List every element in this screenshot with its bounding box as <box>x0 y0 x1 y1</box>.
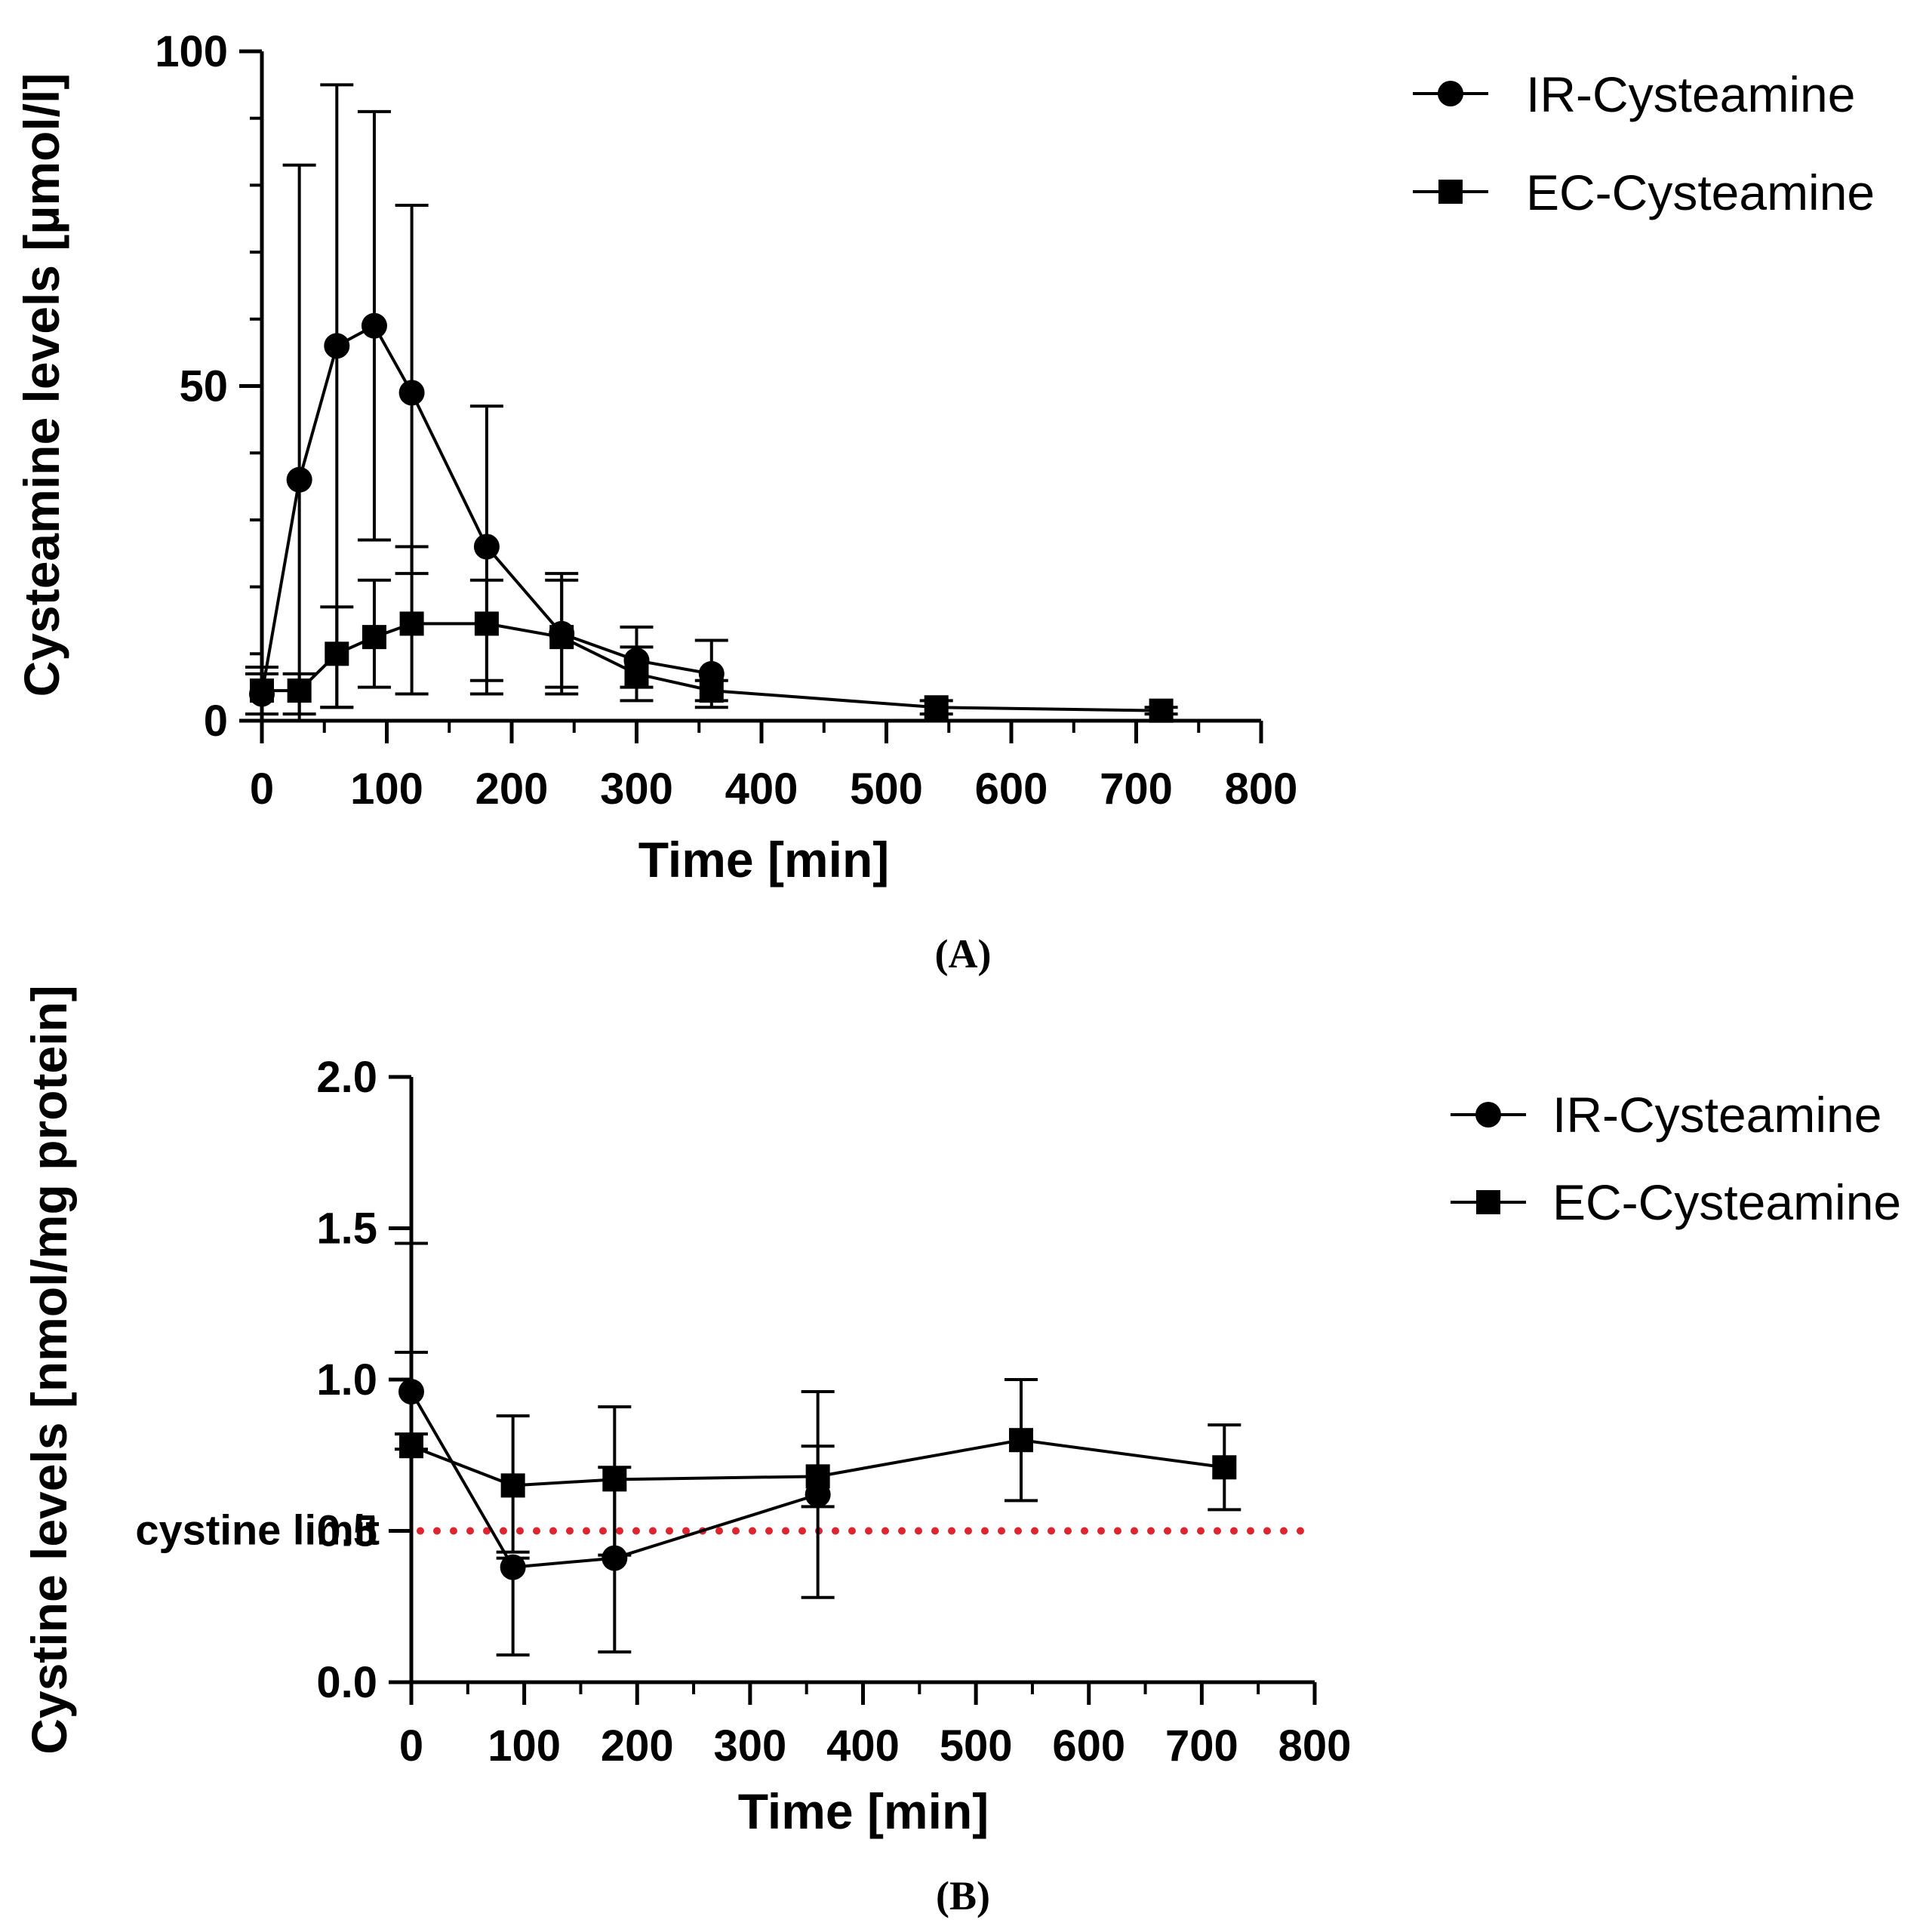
chart-b-x-tick-label: 600 <box>1052 1721 1125 1770</box>
chart-a-x-tick-label: 300 <box>600 764 673 814</box>
chart-b-x-tick-label: 800 <box>1278 1721 1352 1770</box>
chart-a-ec-point <box>549 625 574 650</box>
chart-b-ec-line <box>411 1438 1225 1487</box>
chart-b-axes: 0 100 200 300 400 500 600 700 800 0.0 0.5 1.0 1.5 2.0 <box>316 1053 1351 1770</box>
chart-b-y-tick-label: 2.0 <box>316 1053 377 1102</box>
chart-b-cystine-limit-label: cystine limit <box>135 1506 380 1554</box>
chart-a-y-tick-label: 50 <box>179 362 228 411</box>
chart-b-y-tick-label: 0.5 <box>316 1507 377 1556</box>
chart-a-y-tick-label: 100 <box>155 27 228 76</box>
chart-a-x-tick-label: 800 <box>1225 764 1298 814</box>
legend-b-ec-square-marker <box>1476 1190 1500 1214</box>
chart-b-ec-point <box>399 1434 423 1459</box>
chart-a-panel-label: (A) <box>935 931 992 977</box>
chart-b-x-tick-label: 500 <box>940 1721 1013 1770</box>
chart-a-y-axis-title: Cysteamine levels [µmol/l] <box>14 73 69 697</box>
chart-a-x-tick-label: 400 <box>725 764 798 814</box>
chart-b-y-axis-title: Cystine levels [nmol/mg protein] <box>21 985 77 1755</box>
chart-a-ec-point <box>250 678 274 703</box>
chart-a-axes: 0 100 200 300 400 500 600 700 800 0 50 100 <box>155 27 1297 814</box>
chart-b-panel-label: (B) <box>936 1873 990 1918</box>
chart-a-ec-point <box>624 661 649 686</box>
chart-a-x-tick-label: 0 <box>250 764 274 814</box>
legend-b-ir-label: IR-Cysteamine <box>1552 1087 1881 1143</box>
chart-a-x-tick-label: 600 <box>975 764 1048 814</box>
chart-b-ir-point <box>500 1554 526 1580</box>
chart-b-ir-point <box>601 1545 628 1571</box>
chart-a-ec-point <box>287 678 312 703</box>
chart-b-y-tick-label: 1.5 <box>316 1204 377 1254</box>
chart-a-ec-series <box>245 545 1178 723</box>
legend-a-ir-circle-marker <box>1438 81 1463 106</box>
chart-b-reference: cystine limit <box>135 1506 1318 1554</box>
chart-a-plot-area <box>245 83 1178 723</box>
chart-a-ec-point <box>474 611 499 636</box>
chart-a-ec-point <box>1149 698 1174 723</box>
legend-b-ec-label: EC-Cysteamine <box>1552 1174 1901 1230</box>
chart-a-legend: IR-Cysteamine EC-Cysteamine <box>1413 66 1875 220</box>
legend-a-ec-square-marker <box>1438 180 1463 204</box>
chart-a-y-tick-label: 0 <box>204 697 228 746</box>
chart-b-y-tick-label: 1.0 <box>316 1355 377 1404</box>
chart-b-x-tick-label: 200 <box>601 1721 674 1770</box>
chart-b-x-tick-label: 400 <box>826 1721 900 1770</box>
chart-a-x-tick-label: 200 <box>475 764 549 814</box>
chart-a-ir-point <box>361 312 387 339</box>
legend-a-ec-label: EC-Cysteamine <box>1526 165 1875 220</box>
chart-a-ir-point <box>324 333 350 359</box>
chart-b-x-tick-label: 0 <box>399 1721 423 1770</box>
chart-b-ir-line <box>410 1391 819 1569</box>
chart-b-x-tick-label: 700 <box>1165 1721 1238 1770</box>
chart-b-ec-series <box>395 1350 1241 1557</box>
chart-a-x-tick-label: 500 <box>850 764 923 814</box>
chart-a-x-axis-title: Time [min] <box>638 832 889 888</box>
chart-b-plot-area <box>395 1241 1241 1657</box>
chart-a-ec-point <box>325 641 349 666</box>
chart-a-ir-point <box>473 534 500 560</box>
legend-b-ir-circle-marker <box>1475 1102 1501 1128</box>
chart-a-x-tick-label: 700 <box>1100 764 1173 814</box>
chart-b-ec-point <box>1212 1455 1237 1480</box>
chart-a-ec-point <box>699 678 724 703</box>
chart-b-x-tick-label: 300 <box>713 1721 786 1770</box>
chart-b-ec-point <box>805 1464 830 1489</box>
chart-a-ir-point <box>398 380 425 406</box>
chart-a-ir-point <box>286 466 312 493</box>
chart-b-x-axis-title: Time [min] <box>738 1783 989 1839</box>
chart-b-ec-point <box>602 1467 627 1492</box>
chart-b-ec-point <box>500 1473 525 1498</box>
legend-a-ir-label: IR-Cysteamine <box>1526 66 1855 122</box>
chart-b: Cystine levels [nmol/mg protein] Time [m… <box>21 985 1901 1918</box>
chart-b-x-tick-label: 100 <box>488 1721 561 1770</box>
chart-a: Cysteamine levels [µmol/l] Time [min] (A… <box>14 27 1875 977</box>
chart-a-ec-point <box>362 625 386 650</box>
chart-a-ec-point <box>924 695 949 720</box>
chart-a-x-tick-label: 100 <box>350 764 423 814</box>
chart-b-legend: IR-Cysteamine EC-Cysteamine <box>1451 1087 1901 1230</box>
chart-a-ec-point <box>399 611 424 636</box>
chart-b-y-tick-label: 0.0 <box>316 1658 377 1707</box>
chart-b-ec-point <box>1008 1428 1033 1453</box>
